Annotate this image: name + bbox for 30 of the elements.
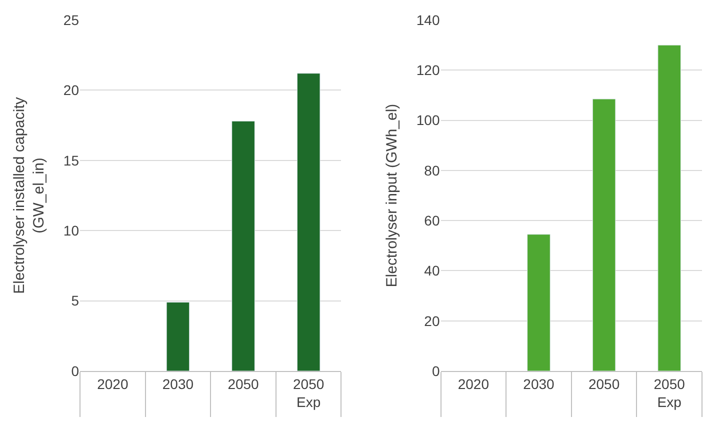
y-tick-label: 100 bbox=[416, 112, 440, 128]
y-tick-label: 120 bbox=[416, 62, 440, 78]
x-tick-label: 2030 bbox=[162, 376, 194, 392]
y-tick-label: 40 bbox=[424, 262, 440, 279]
y-tick-label: 20 bbox=[424, 312, 440, 329]
y-tick-label: 20 bbox=[63, 82, 80, 98]
bar bbox=[527, 234, 550, 371]
bar bbox=[166, 302, 190, 371]
bar bbox=[658, 44, 682, 371]
y-tick-label: 140 bbox=[416, 12, 440, 28]
y-tick-label: 60 bbox=[424, 212, 440, 228]
x-tick-label: 2030 bbox=[523, 376, 555, 392]
x-tick-label: 2050 Exp bbox=[654, 376, 686, 410]
bar bbox=[592, 98, 616, 371]
y-tick-label: 10 bbox=[63, 222, 80, 238]
y-axis-title: Electrolyser installed capacity (GW_el_in) bbox=[11, 96, 48, 294]
y-tick-label: 80 bbox=[424, 162, 440, 178]
y-axis-title: Electrolyser input (GWh_el) bbox=[384, 104, 401, 288]
y-tick-label: 25 bbox=[63, 12, 80, 28]
y-tick-label: 5 bbox=[71, 292, 80, 309]
y-tick-label: 15 bbox=[63, 152, 80, 168]
y-tick-label: 0 bbox=[71, 362, 80, 379]
y-tick-label: 0 bbox=[432, 362, 440, 379]
x-tick-label: 2020 bbox=[458, 376, 490, 392]
x-tick-label: 2050 bbox=[228, 376, 260, 392]
bar bbox=[232, 120, 255, 371]
x-tick-label: 2050 Exp bbox=[293, 376, 324, 410]
x-tick-label: 2020 bbox=[97, 376, 128, 392]
x-tick-label: 2050 bbox=[588, 376, 620, 392]
bar bbox=[296, 73, 320, 371]
